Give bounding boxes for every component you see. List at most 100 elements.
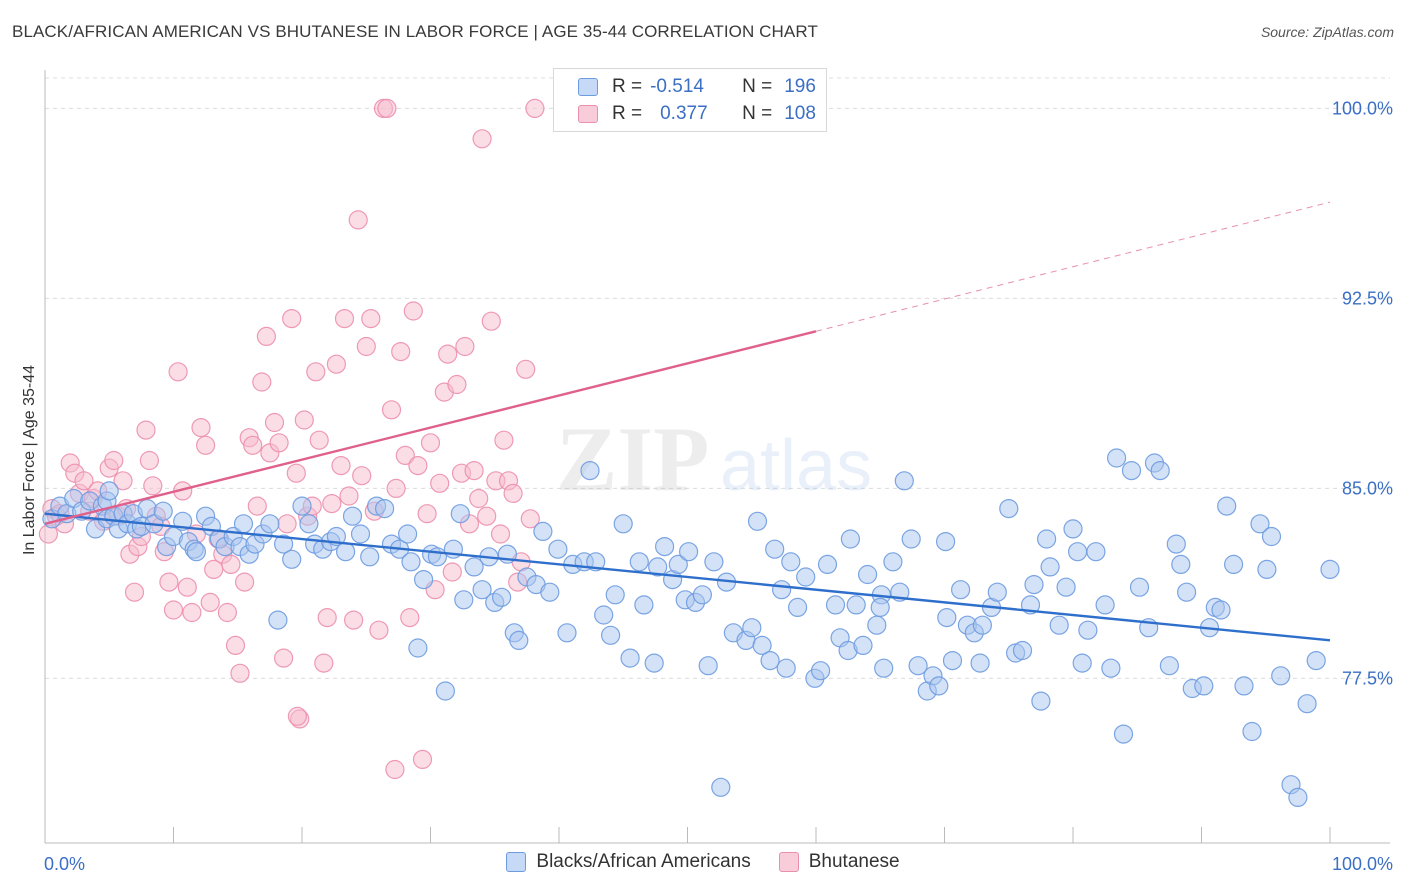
data-point-bhutanese [163,600,184,620]
data-point-bhutanese [403,301,423,321]
data-point-blacks [970,653,990,673]
data-point-bhutanese [430,473,450,493]
trend-line-bhutanese-extension [815,201,1331,332]
data-point-bhutanese [344,610,364,630]
data-point-bhutanese [264,412,285,433]
data-point-bhutanese [136,420,156,440]
legend-r-label: R = [612,103,643,124]
data-point-blacks [771,580,792,600]
data-point-blacks [1095,595,1115,615]
data-point-bhutanese [481,311,501,331]
data-point-blacks [540,582,560,602]
data-point-blacks [846,595,866,615]
data-point-blacks [704,552,724,572]
data-point-bhutanese [235,572,255,592]
series-legend: Blacks/African Americans Bhutanese [0,851,1406,873]
data-point-bhutanese [196,435,216,455]
data-point-bhutanese [369,620,389,640]
data-point-bhutanese [74,471,94,491]
data-point-bhutanese [464,461,484,481]
tick-labels: 77.5% 85.0% 92.5% 100.0% 0.0% 100.0% [44,98,1393,874]
legend-n-value: 196 [784,76,816,97]
data-point-blacks [292,496,312,516]
data-point-blacks [233,514,254,534]
data-point-bhutanese [182,602,202,623]
data-point-blacks [186,542,206,562]
legend-item-bhutanese: Bhutanese [778,851,900,873]
data-point-blacks [787,597,808,618]
data-point-bhutanese [306,362,326,382]
data-point-blacks [1024,574,1044,595]
data-point-blacks [586,552,606,572]
data-point-blacks [620,648,640,668]
data-point-blacks [752,635,772,656]
data-point-blacks [1121,461,1142,481]
legend-swatch-blacks [506,852,527,872]
data-point-bhutanese [417,504,437,524]
data-point-bhutanese [447,374,467,395]
data-point-bhutanese [256,326,276,346]
data-point-blacks [260,514,280,534]
data-point-blacks [408,638,428,658]
data-point-blacks [950,580,971,600]
watermark-zip: ZIP [556,408,709,510]
data-point-blacks [1040,557,1060,577]
data-point-bhutanese [124,582,145,602]
data-point-blacks [1072,653,1092,673]
data-point-bhutanese [348,210,368,230]
data-point-blacks [817,554,838,575]
x-tick-label: 100.0% [1332,854,1393,874]
data-point-blacks [999,499,1019,519]
data-point-blacks [613,514,633,534]
data-point-blacks [548,539,568,559]
data-point-bhutanese [525,98,545,119]
data-point-blacks [747,511,768,531]
data-point-blacks [1056,577,1076,597]
y-tick-label: 92.5% [1342,288,1393,308]
data-point-blacks [1306,650,1326,671]
data-point-bhutanese [204,559,224,580]
data-point-blacks [1106,448,1127,468]
data-point-bhutanese [490,524,511,544]
data-point-blacks [1150,461,1170,481]
data-point-bhutanese [352,466,372,486]
trend-line-blacks [44,512,1331,642]
data-point-blacks [464,557,484,577]
data-point-bhutanese [200,592,220,613]
data-point-bhutanese [159,572,179,592]
data-point-blacks [1078,620,1098,640]
data-point-bhutanese [277,514,297,534]
data-point-blacks [1271,666,1291,686]
data-point-bhutanese [334,309,355,329]
data-point-bhutanese [104,450,124,471]
x-tick-label: 0.0% [44,854,85,874]
legend-label-blacks: Blacks/African Americans [536,851,751,872]
data-point-blacks [668,554,688,575]
data-point-blacks [781,552,801,572]
data-point-blacks [760,650,780,671]
legend-row-bhutanese: R = 0.377 N = 108 [578,102,816,126]
data-point-blacks [1036,529,1057,549]
data-point-bhutanese [143,476,163,496]
data-point-blacks [908,656,928,676]
data-point-blacks [1113,724,1134,744]
series-blacks-points [42,448,1340,808]
data-point-blacks [929,676,949,696]
data-point-bhutanese [408,456,428,476]
data-point-blacks [1217,496,1237,516]
data-point-blacks [1223,554,1244,575]
legend-item-blacks: Blacks/African Americans [506,851,751,873]
data-point-blacks [557,623,577,643]
data-point-blacks [629,552,649,572]
data-point-blacks [692,585,713,605]
data-point-bhutanese [139,450,159,471]
data-point-bhutanese [294,410,314,430]
data-point-blacks [454,590,474,610]
legend-label-bhutanese: Bhutanese [808,851,900,872]
data-point-bhutanese [361,309,381,329]
data-point-blacks [901,529,921,549]
data-point-blacks [153,501,173,521]
legend-r-label: R = [612,76,643,97]
data-point-blacks [870,597,890,618]
data-point-bhutanese [252,372,272,392]
